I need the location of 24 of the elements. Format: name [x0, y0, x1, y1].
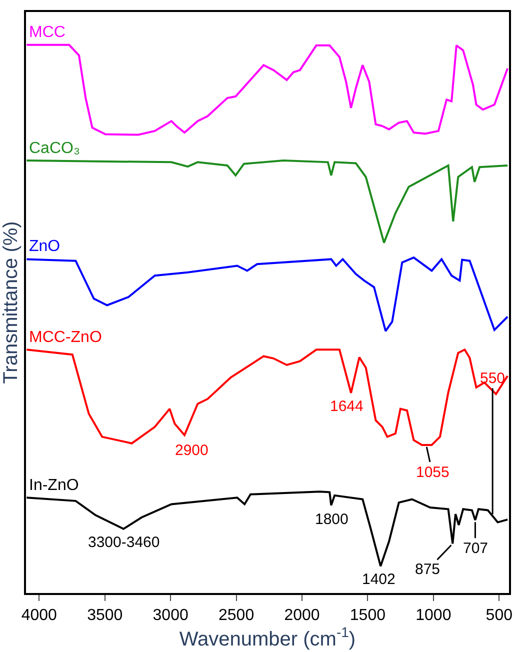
annotation: 550: [480, 370, 506, 387]
annotation: 2900: [175, 442, 208, 459]
series-label: CaCO₃: [29, 140, 80, 157]
x-tick-label: 2000: [284, 606, 320, 624]
annotation: 3300-3460: [88, 534, 160, 551]
x-tick-label: 3000: [152, 606, 188, 624]
annotation: 1800: [315, 511, 348, 528]
annotation: 1055: [416, 464, 450, 481]
x-tick-label: 1500: [350, 606, 386, 624]
annotation: 1644: [330, 398, 364, 415]
x-tick-label: 3500: [87, 606, 123, 624]
series-label: MCC: [29, 24, 66, 41]
x-tick-label: 500: [486, 606, 513, 624]
series-label: ZnO: [29, 238, 60, 255]
annotation: 707: [463, 540, 488, 557]
x-tick-label: 4000: [21, 606, 58, 624]
y-axis-title: Transmittance (%): [0, 221, 22, 384]
series-label: In-ZnO: [29, 477, 79, 494]
x-tick-label: 1000: [416, 606, 452, 624]
x-tick-label: 2500: [218, 606, 254, 624]
annotation: 875: [415, 561, 440, 578]
annotation: 1402: [362, 571, 396, 588]
x-axis-title: Wavenumber (cm$^{-1}$): [179, 624, 356, 650]
series-label: MCC-ZnO: [29, 329, 102, 346]
